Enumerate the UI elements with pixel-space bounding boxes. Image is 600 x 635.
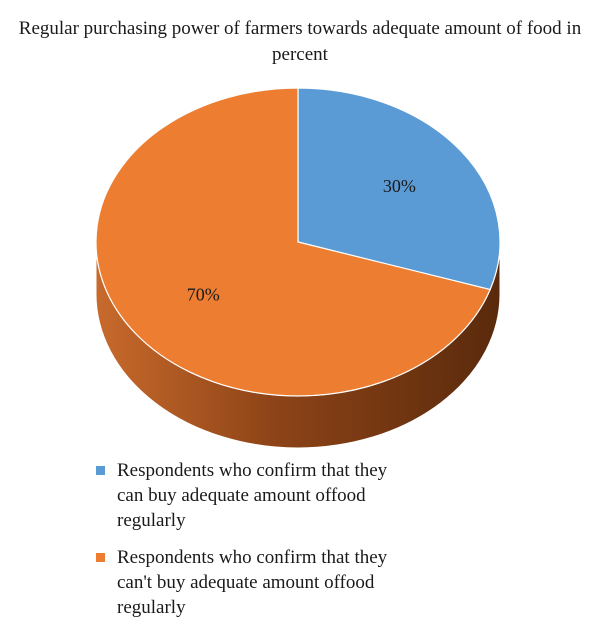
legend: Respondents who confirm that they can bu… [96,458,516,632]
pie-slice-can-buy [297,87,501,291]
legend-swatch-can-buy [96,466,105,475]
data-label-cannot-buy: 70% [187,285,220,305]
chart-title: Regular purchasing power of farmers towa… [18,18,582,65]
pie-slice-cannot-buy [95,87,491,397]
legend-item-can-buy: Respondents who confirm that they can bu… [96,458,516,533]
legend-item-cannot-buy: Respondents who confirm that they can't … [96,545,516,620]
data-label-can-buy: 30% [383,176,416,196]
legend-swatch-cannot-buy [96,553,105,562]
legend-label-can-buy: Respondents who confirm that they can bu… [117,460,388,531]
legend-label-cannot-buy: Respondents who confirm that they can't … [117,547,388,618]
pie-chart: 30% 70% [95,87,501,449]
